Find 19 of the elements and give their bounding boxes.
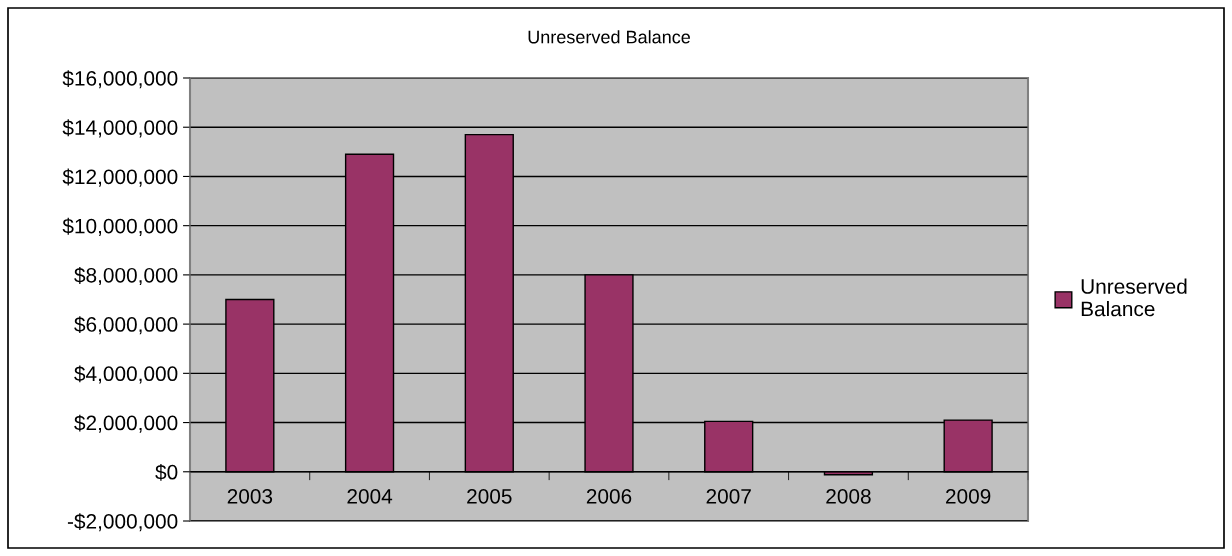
y-tick-label: $12,000,000 (62, 168, 178, 187)
y-tick-label: $4,000,000 (74, 365, 178, 384)
chart-title: Unreserved Balance (528, 30, 690, 44)
x-tick-label: 2006 (586, 488, 632, 504)
legend-label: Unreserved Balance (1081, 278, 1187, 317)
y-tick-label: -$2,000,000 (67, 513, 178, 532)
x-tick-label: 2004 (347, 488, 393, 504)
x-tick-label: 2007 (706, 488, 751, 504)
y-tick-label: $6,000,000 (74, 316, 178, 335)
x-tick-label: 2008 (826, 488, 871, 504)
y-tick-label: $2,000,000 (74, 414, 178, 433)
y-tick-label: $14,000,000 (62, 119, 178, 138)
x-tick-label: 2005 (467, 488, 512, 504)
x-tick-label: 2003 (227, 488, 273, 504)
y-tick-label: $16,000,000 (62, 70, 178, 89)
x-tick-label: 2009 (946, 488, 991, 504)
y-tick-label: $0 (155, 463, 178, 481)
y-tick-label: $8,000,000 (74, 267, 178, 286)
y-tick-label: $10,000,000 (62, 217, 178, 236)
